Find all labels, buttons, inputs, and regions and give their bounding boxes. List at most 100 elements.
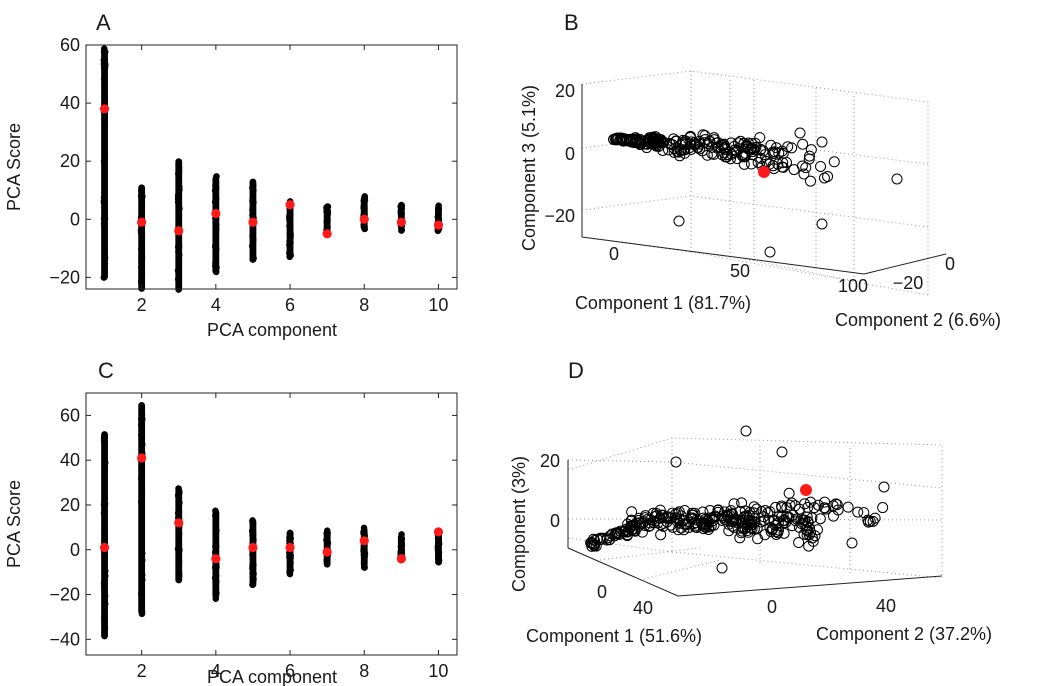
- highlight-point: [322, 547, 332, 557]
- data-point: [805, 175, 817, 187]
- data-point: [641, 138, 653, 150]
- data-point: [828, 156, 840, 168]
- data-point: [755, 516, 767, 528]
- data-point: [728, 521, 740, 533]
- panel-d-x-tick-0: 0: [597, 582, 607, 602]
- strip-col-2: [137, 401, 146, 618]
- data-point: [781, 156, 793, 168]
- data-point: [793, 537, 805, 549]
- data-point: [805, 144, 817, 156]
- data-point: [101, 624, 109, 632]
- data-point: [603, 534, 615, 546]
- data-point: [746, 523, 758, 535]
- panel-d: D 20 0 0 40 0 40 Component 1 (51.6%) Com: [509, 358, 992, 646]
- data-point: [663, 144, 675, 156]
- data-point: [770, 526, 782, 538]
- data-point: [213, 589, 220, 597]
- strip-col-3: [174, 158, 183, 293]
- data-point: [360, 546, 368, 554]
- highlight-point: [433, 527, 444, 537]
- data-point: [138, 556, 146, 564]
- y-tick-label: −40: [49, 629, 80, 649]
- data-point: [211, 198, 219, 206]
- data-point: [398, 227, 405, 234]
- data-point: [748, 516, 760, 528]
- data-point: [286, 222, 293, 230]
- data-point: [708, 519, 720, 531]
- data-point: [657, 144, 669, 156]
- data-point: [100, 215, 108, 222]
- data-point: [638, 516, 650, 528]
- data-point: [100, 194, 108, 201]
- data-point: [655, 519, 667, 531]
- data-point: [138, 486, 146, 494]
- panel-b-y-tick-1: −20: [893, 273, 924, 293]
- data-point: [783, 487, 795, 499]
- strip-col-8: [360, 193, 369, 233]
- panel-a-x-label: PCA component: [207, 320, 337, 340]
- panel-d-grid-box: [567, 437, 943, 581]
- panel-b-axes: [581, 84, 947, 275]
- data-point: [360, 223, 368, 231]
- data-point: [803, 150, 815, 162]
- data-point: [784, 499, 796, 511]
- x-tick-label: 4: [211, 661, 221, 681]
- data-point: [138, 441, 146, 448]
- data-point: [174, 545, 182, 553]
- data-point: [286, 570, 294, 578]
- highlight-point: [285, 542, 295, 553]
- data-point: [101, 115, 108, 123]
- data-point: [727, 515, 739, 527]
- data-point: [434, 213, 442, 221]
- data-point: [751, 522, 763, 534]
- data-point: [797, 138, 809, 150]
- data-point: [811, 524, 823, 536]
- panel-d-x-tick-1: 40: [633, 598, 653, 618]
- data-point: [830, 498, 842, 510]
- y-tick-label: 60: [60, 35, 80, 55]
- panel-b-y-label: Component 2 (6.6%): [835, 310, 1001, 330]
- strip-col-2: [137, 184, 146, 292]
- data-point: [398, 210, 405, 218]
- data-point: [287, 230, 294, 237]
- data-point: [721, 151, 733, 163]
- data-point: [249, 232, 256, 240]
- panel-b-letter: B: [564, 10, 579, 35]
- data-point: [846, 537, 858, 549]
- panel-c-y-label: PCA Score: [4, 480, 24, 568]
- data-point: [699, 521, 711, 533]
- data-point: [138, 203, 146, 211]
- panel-b-x-tick-1: 50: [730, 261, 750, 281]
- data-point: [749, 144, 761, 156]
- data-point: [398, 547, 406, 554]
- data-point: [212, 260, 219, 267]
- data-point: [779, 515, 791, 527]
- data-point: [101, 153, 109, 161]
- data-point: [100, 76, 108, 83]
- data-point: [211, 564, 219, 571]
- panel-b-x-tick-2: 100: [838, 276, 868, 296]
- data-point: [764, 246, 776, 258]
- panel-c: C −40 −20 0 20 40 60 2 4 6 8 10 PCA component PCA…: [4, 358, 458, 686]
- data-point: [138, 272, 145, 280]
- data-point: [361, 564, 368, 571]
- data-point: [786, 142, 798, 154]
- data-point: [677, 137, 689, 149]
- panel-a-letter: A: [96, 10, 111, 35]
- data-point: [138, 571, 146, 579]
- panel-a-distribution: [100, 45, 443, 293]
- data-point: [869, 512, 881, 524]
- data-point: [819, 496, 831, 508]
- data-point: [138, 233, 146, 241]
- data-point: [704, 135, 716, 147]
- data-point: [728, 498, 740, 510]
- data-point: [249, 564, 256, 572]
- panel-a-plot-frame: [85, 44, 458, 290]
- data-point: [174, 267, 182, 274]
- panel-d-y-tick-0: 0: [767, 597, 777, 617]
- y-tick-label: −20: [49, 585, 80, 605]
- data-point: [709, 510, 721, 522]
- data-point: [435, 552, 442, 560]
- highlight-point: [248, 542, 258, 553]
- data-point: [739, 505, 751, 517]
